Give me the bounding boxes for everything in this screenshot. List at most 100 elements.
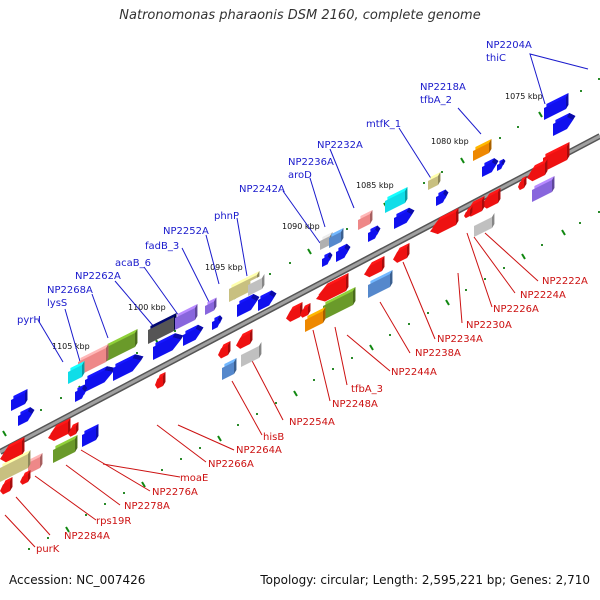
forward-gene-label: fadB_3 (145, 241, 179, 252)
forward-gene-feature (113, 354, 144, 381)
forward-gene-label: NP2242A (239, 184, 285, 195)
forward-gene-feature (248, 274, 265, 296)
reverse-gene-feature (28, 453, 43, 474)
forward-gene-feature (11, 389, 28, 411)
forward-gene-feature (544, 93, 569, 120)
forward-gene-feature (473, 139, 492, 161)
reverse-gene-feature (48, 418, 71, 441)
forward-gene-feature (237, 294, 260, 317)
reverse-gene-feature (474, 213, 495, 237)
forward-gene-label: NP2232A (317, 140, 363, 151)
reverse-gene-label: hisB (263, 432, 284, 443)
forward-gene-feature (329, 228, 344, 248)
reverse-gene-label: moaE (180, 473, 208, 484)
forward-gene-label: mtfK_1 (366, 119, 401, 130)
tick-label: 1075 kbp (505, 92, 543, 101)
reverse-gene-feature (482, 188, 501, 209)
forward-gene-label: lysS (47, 298, 67, 309)
forward-gene-label: acaB_6 (115, 258, 151, 269)
tick-label: 1105 kbp (52, 342, 90, 351)
reverse-leader-lines (4, 232, 539, 548)
forward-gene-feature (153, 333, 184, 360)
gene-features (0, 93, 576, 495)
forward-gene-feature (258, 290, 277, 311)
reverse-gene-label: NP2254A (289, 417, 335, 428)
forward-gene-label: aroD (288, 170, 312, 181)
forward-gene-label: NP2262A (75, 271, 121, 282)
reverse-gene-label: NP2230A (466, 320, 512, 331)
forward-gene-feature (394, 207, 415, 229)
tick-label: 1085 kbp (356, 181, 394, 190)
forward-gene-label: NP2268A (47, 285, 93, 296)
reverse-gene-feature (300, 303, 311, 318)
reverse-gene-label: NP2226A (493, 304, 539, 315)
reverse-gene-feature (0, 477, 13, 495)
reverse-gene-label: NP2278A (124, 501, 170, 512)
forward-gene-label: NP2218A (420, 82, 466, 93)
forward-gene-feature (85, 366, 116, 392)
tick-label: 1090 kbp (282, 222, 320, 231)
reverse-gene-label: purK (36, 544, 60, 555)
reverse-gene-feature (286, 302, 303, 322)
reverse-gene-feature (368, 270, 393, 298)
accession-text: Accession: NC_007426 (9, 573, 146, 587)
forward-gene-feature (18, 407, 35, 426)
reverse-gene-feature (532, 176, 555, 202)
forward-gene-label: thiC (486, 53, 506, 64)
forward-gene-feature (482, 158, 499, 177)
forward-gene-label: tfbA_2 (420, 95, 452, 106)
reverse-gene-feature (543, 142, 570, 172)
reverse-gene-label: NP2234A (437, 334, 483, 345)
reverse-gene-feature (155, 372, 166, 389)
tick-label: 1095 kbp (205, 263, 243, 272)
reverse-gene-feature (393, 243, 410, 263)
forward-gene-feature (322, 252, 333, 267)
reverse-gene-feature (222, 358, 237, 380)
forward-gene-feature (183, 324, 204, 346)
reverse-gene-feature (20, 470, 31, 485)
forward-leader-lines (37, 53, 589, 366)
forward-gene-feature (368, 225, 381, 242)
forward-gene-label: NP2252A (163, 226, 209, 237)
forward-gene-feature (358, 210, 373, 230)
reverse-gene-label: NP2224A (520, 290, 566, 301)
forward-gene-feature (385, 187, 408, 213)
reverse-gene-feature (430, 208, 459, 235)
forward-gene-label: phnP (214, 211, 239, 222)
reverse-gene-label: NP2264A (236, 445, 282, 456)
forward-gene-feature (428, 172, 441, 190)
reverse-gene-label: tfbA_3 (351, 384, 383, 395)
forward-gene-feature (175, 304, 198, 330)
reverse-gene-label: rps19R (96, 516, 131, 527)
reverse-gene-feature (518, 176, 527, 191)
forward-gene-feature (68, 361, 85, 384)
reverse-gene-label: NP2284A (64, 531, 110, 542)
forward-gene-feature (553, 113, 576, 136)
tick-labels: 1075 kbp 1080 kbp 1085 kbp 1090 kbp 1095 kbp… (52, 92, 543, 351)
forward-gene-feature (205, 297, 217, 315)
forward-gene-feature (78, 344, 109, 376)
reverse-gene-label: NP2266A (208, 459, 254, 470)
reverse-gene-feature (68, 422, 79, 437)
reverse-gene-label: NP2244A (391, 367, 437, 378)
reverse-gene-feature (305, 307, 326, 332)
reverse-gene-feature (323, 287, 356, 320)
tick-label: 1080 kbp (431, 137, 469, 146)
tick-label: 1100 kbp (128, 303, 166, 312)
forward-gene-label: pyrH (17, 315, 41, 326)
reverse-gene-label: NP2248A (332, 399, 378, 410)
reverse-gene-label: NP2238A (415, 348, 461, 359)
reverse-gene-feature (364, 256, 385, 278)
reverse-gene-feature (0, 450, 31, 482)
reverse-gene-feature (218, 341, 231, 359)
reverse-gene-feature (53, 435, 78, 463)
forward-gene-feature (336, 243, 351, 262)
forward-gene-feature (212, 315, 223, 330)
reverse-gene-labels: NP2222A NP2224A NP2226A NP2230A NP2234A NP223… (36, 276, 588, 555)
reverse-gene-feature (527, 159, 548, 182)
reverse-gene-label: NP2276A (152, 487, 198, 498)
forward-gene-label: NP2236A (288, 157, 334, 168)
